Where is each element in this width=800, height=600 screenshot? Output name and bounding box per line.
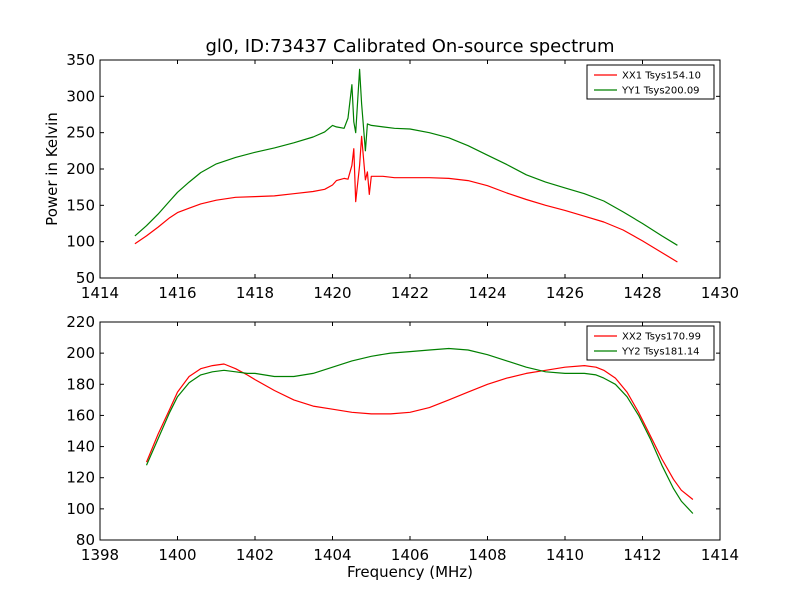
chart2-ytick-label: 100 <box>66 500 95 518</box>
chart2-xtick-label: 1402 <box>236 546 274 564</box>
chart1-ytick-label: 50 <box>76 269 95 287</box>
chart2-ytick-label: 200 <box>66 344 95 362</box>
chart1-series-2-line <box>134 68 678 246</box>
chart1-xtick-label: 1416 <box>158 284 196 302</box>
chart1-ytick-label: 200 <box>66 160 95 178</box>
chart1-xtick-label: 1430 <box>701 284 739 302</box>
chart2-ytick-label: 120 <box>66 469 95 487</box>
chart2-xtick-label: 1408 <box>468 546 506 564</box>
chart1-xtick-label: 1420 <box>313 284 351 302</box>
chart1-xtick-label: 1422 <box>391 284 429 302</box>
chart2-ytick-label: 220 <box>66 313 95 331</box>
figure-title: gl0, ID:73437 Calibrated On-source spect… <box>205 36 614 57</box>
chart1-legend-box <box>586 64 715 100</box>
chart1-ylabel: Power in Kelvin <box>43 112 61 226</box>
chart1-ytick-label: 100 <box>66 233 95 251</box>
chart1-series-1-line <box>134 135 678 263</box>
chart2-ytick-label: 160 <box>66 406 95 424</box>
chart2-xtick-label: 1406 <box>391 546 429 564</box>
chart1-ytick-label: 150 <box>66 196 95 214</box>
chart2-series-1-line <box>145 363 694 500</box>
chart2-xtick-label: 1398 <box>81 546 119 564</box>
chart2-legend-label-1: XX2 Tsys170.99 <box>622 332 701 343</box>
chart2-xtick-label: 1410 <box>546 546 584 564</box>
chart2-xlabel: Frequency (MHz) <box>347 563 473 581</box>
chart1-legend-label-2: YY1 Tsys200.09 <box>621 86 700 97</box>
chart2-legend-box <box>586 325 715 361</box>
chart1-xtick-label: 1426 <box>546 284 584 302</box>
chart1-xtick-label: 1428 <box>623 284 661 302</box>
chart2-ytick-label: 140 <box>66 438 95 456</box>
chart1-legend-label-1: XX1 Tsys154.10 <box>622 71 701 82</box>
chart1-xtick-label: 1418 <box>236 284 274 302</box>
chart2-xtick-label: 1404 <box>313 546 351 564</box>
chart1-ytick-label: 300 <box>66 87 95 105</box>
chart2-series-2-line <box>145 347 694 514</box>
chart1-ytick-label: 250 <box>66 124 95 142</box>
chart1-xtick-label: 1414 <box>81 284 119 302</box>
chart2-legend-label-2: YY2 Tsys181.14 <box>621 347 700 358</box>
chart1-xtick-label: 1424 <box>468 284 506 302</box>
chart2-xtick-label: 1400 <box>158 546 196 564</box>
chart2-ytick-label: 80 <box>76 531 95 549</box>
chart2-xtick-label: 1412 <box>623 546 661 564</box>
chart2-ytick-label: 180 <box>66 375 95 393</box>
chart2-xtick-label: 1414 <box>701 546 739 564</box>
chart1-ytick-label: 350 <box>66 51 95 69</box>
